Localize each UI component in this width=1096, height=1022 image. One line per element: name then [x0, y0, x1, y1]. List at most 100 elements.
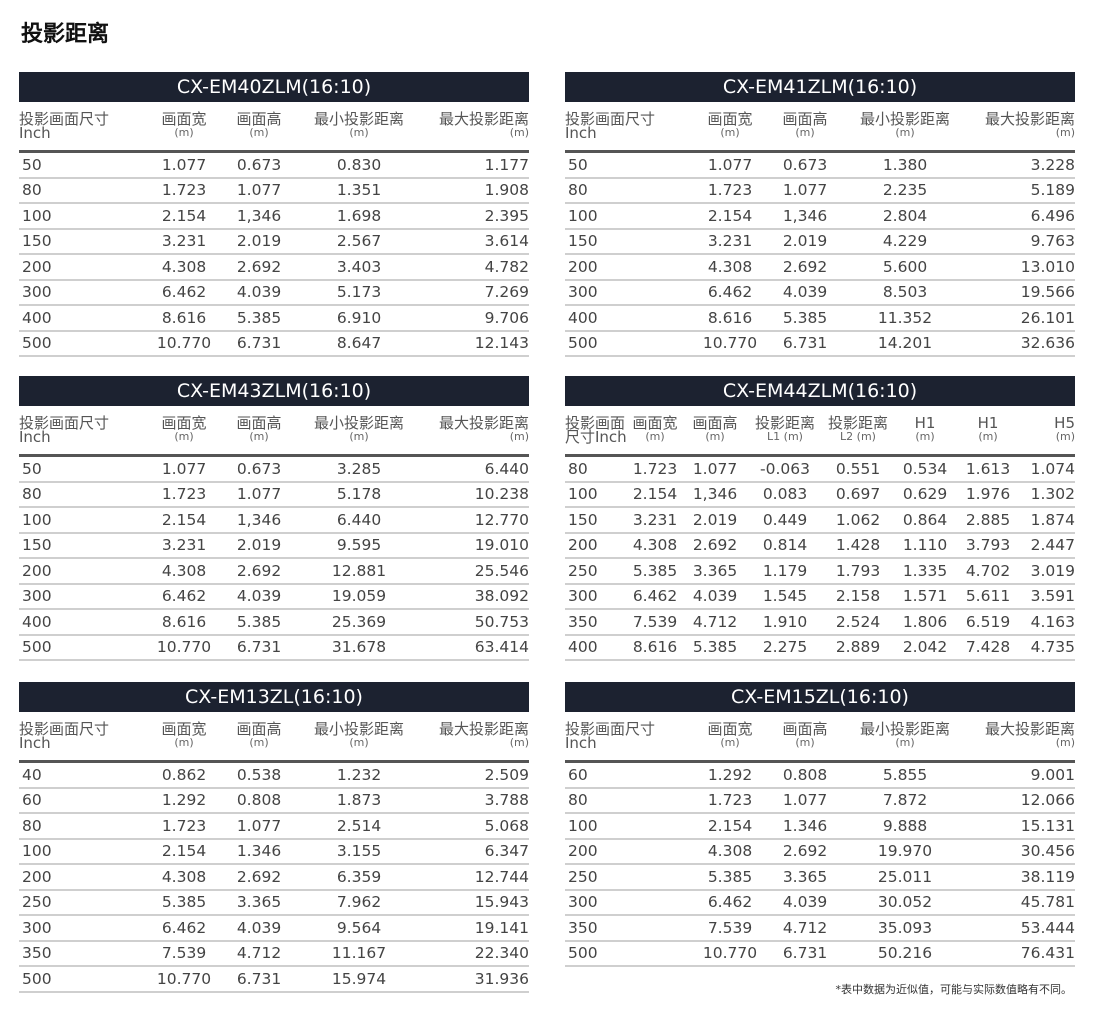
table-cell: 50.216: [877, 944, 933, 963]
header-row: 投影画面尺寸 Inch 画面宽 (m) 画面高 (m) 最小投影距离 (m) 最大投影距离 (m): [19, 712, 529, 763]
table-cell: 300: [22, 587, 52, 606]
header-label: 投影画面尺寸: [19, 720, 110, 738]
table-cell: 0.083: [762, 485, 808, 504]
table-cell: 350: [22, 944, 52, 963]
table-cell: 6.731: [782, 944, 828, 963]
table-cell: 4.735: [1030, 638, 1075, 657]
table-cell: 3.155: [336, 842, 382, 861]
table-cell: 7.962: [336, 893, 382, 912]
header-label: 投影画面尺寸: [19, 414, 110, 432]
header-label: 最大投影距离: [984, 110, 1075, 128]
table-cell: 1,346: [782, 206, 828, 225]
table-cell: 400: [22, 612, 52, 631]
table-cell: 4.308: [632, 536, 678, 555]
column-header: 最大投影距离 (m): [965, 722, 1075, 750]
table-cell: 200: [22, 867, 52, 886]
column-header: 投影画面尺寸Inch: [565, 414, 627, 446]
table-cell: 400: [22, 308, 52, 327]
table-cell: 5.611: [965, 587, 1011, 606]
table-row: 250 5.385 3.365 25.011 38.119: [565, 865, 1075, 891]
table-cell: 6.359: [336, 867, 382, 886]
header-unit: 尺寸Inch: [565, 428, 627, 446]
table-cell: 3.228: [1030, 155, 1075, 174]
table-cell: 1.292: [161, 791, 207, 810]
table-cell: 4.308: [161, 561, 207, 580]
table-cell: 25.011: [877, 867, 933, 886]
table-cell: 12.881: [331, 561, 387, 580]
table-cell: 1.077: [236, 485, 282, 504]
table-cell: 100: [568, 485, 598, 504]
table-cell: 76.431: [1020, 944, 1075, 963]
table-cell: 80: [568, 459, 588, 478]
column-header: 画面高 (m): [765, 112, 845, 140]
table-cell: 1.723: [707, 791, 753, 810]
table-cell: 2.889: [835, 638, 881, 657]
table-cell: 5.385: [782, 308, 828, 327]
header-unit: (m): [249, 126, 269, 139]
table-cell: 1.110: [902, 536, 948, 555]
table-cell: 2.154: [161, 206, 207, 225]
table-cell: 6.462: [632, 587, 678, 606]
header-row: 投影画面尺寸 Inch 画面宽 (m) 画面高 (m) 最小投影距离 (m) 最大投影距离 (m): [565, 102, 1075, 153]
table-cell: 4.308: [161, 867, 207, 886]
table-cell: 500: [22, 334, 52, 353]
table-cell: 12.744: [474, 867, 529, 886]
table-row: 100 2.154 1,346 1.698 2.395: [19, 204, 529, 230]
table-cell: 0.534: [902, 459, 948, 478]
header-label: H5: [1054, 414, 1075, 432]
table-cell: 0.673: [782, 155, 828, 174]
header-label: 画面高: [236, 110, 282, 128]
table-row: 200 4.308 2.692 12.881 25.546: [19, 559, 529, 585]
table-cell: 22.340: [474, 944, 529, 963]
table-title: CX-EM15ZL(16:10): [565, 682, 1075, 712]
table-cell: 2.509: [484, 765, 529, 784]
table-cell: 2.514: [336, 816, 382, 835]
header-unit: (m): [978, 430, 998, 443]
table-cell: 1.302: [1030, 485, 1075, 504]
table-cell: 1.077: [782, 181, 828, 200]
table-cell: 10.238: [474, 485, 529, 504]
table-cell: 6.462: [707, 283, 753, 302]
table-row: 400 8.616 5.385 25.369 50.753: [19, 610, 529, 636]
table-cell: 11.167: [331, 944, 387, 963]
header-label: 投影画面: [565, 414, 626, 432]
table-cell: 2.692: [692, 536, 738, 555]
table-cell: 5.189: [1030, 181, 1075, 200]
table-cell: 14.201: [877, 334, 933, 353]
header-unit: L2 (m): [840, 430, 876, 443]
column-header: H5 (m): [1019, 416, 1075, 444]
table-cell: 1.074: [1030, 459, 1075, 478]
table-cell: 1.545: [762, 587, 808, 606]
table-cell: 50: [568, 155, 588, 174]
column-header: 最大投影距离 (m): [419, 416, 529, 444]
header-label: 画面高: [782, 110, 828, 128]
header-unit: (m): [895, 126, 915, 139]
table-cell: 1.723: [707, 181, 753, 200]
column-header: 画面宽 (m): [695, 722, 765, 750]
table-cell: 5.385: [707, 867, 753, 886]
header-label: 画面宽: [632, 414, 678, 432]
table-row: 300 6.462 4.039 9.564 19.141: [19, 916, 529, 942]
header-label: 画面宽: [161, 720, 207, 738]
table-cell: 6.462: [707, 893, 753, 912]
header-label: 投影画面尺寸: [19, 110, 110, 128]
table-row: 50 1.077 0.673 1.380 3.228: [565, 153, 1075, 179]
table-cell: 2.154: [707, 206, 753, 225]
table-row: 500 10.770 6.731 15.974 31.936: [19, 967, 529, 993]
table-row: 80 1.723 1.077 1.351 1.908: [19, 179, 529, 204]
header-row: 投影画面尺寸 Inch 画面宽 (m) 画面高 (m) 最小投影距离 (m) 最大投影距离 (m): [19, 406, 529, 457]
table-cell: 1.077: [236, 181, 282, 200]
column-header: H1 (m): [957, 416, 1019, 444]
header-label: H1: [977, 414, 999, 432]
table-cell: 13.010: [1020, 257, 1075, 276]
table-cell: 2.447: [1030, 536, 1075, 555]
header-row: 投影画面 尺寸Inch 画面宽 (m) 画面高 (m) 投影距离 L1 (m) 投影距离 L2 (…: [565, 406, 1075, 457]
table-row: 200 4.308 2.692 5.600 13.010: [565, 255, 1075, 281]
table-cell: 2.019: [236, 232, 282, 251]
table-cell: 0.449: [762, 510, 808, 529]
table-cell: 1.723: [161, 181, 207, 200]
table-cell: 300: [22, 283, 52, 302]
table-cell: 2.692: [236, 561, 282, 580]
table-cell: 2.885: [965, 510, 1011, 529]
